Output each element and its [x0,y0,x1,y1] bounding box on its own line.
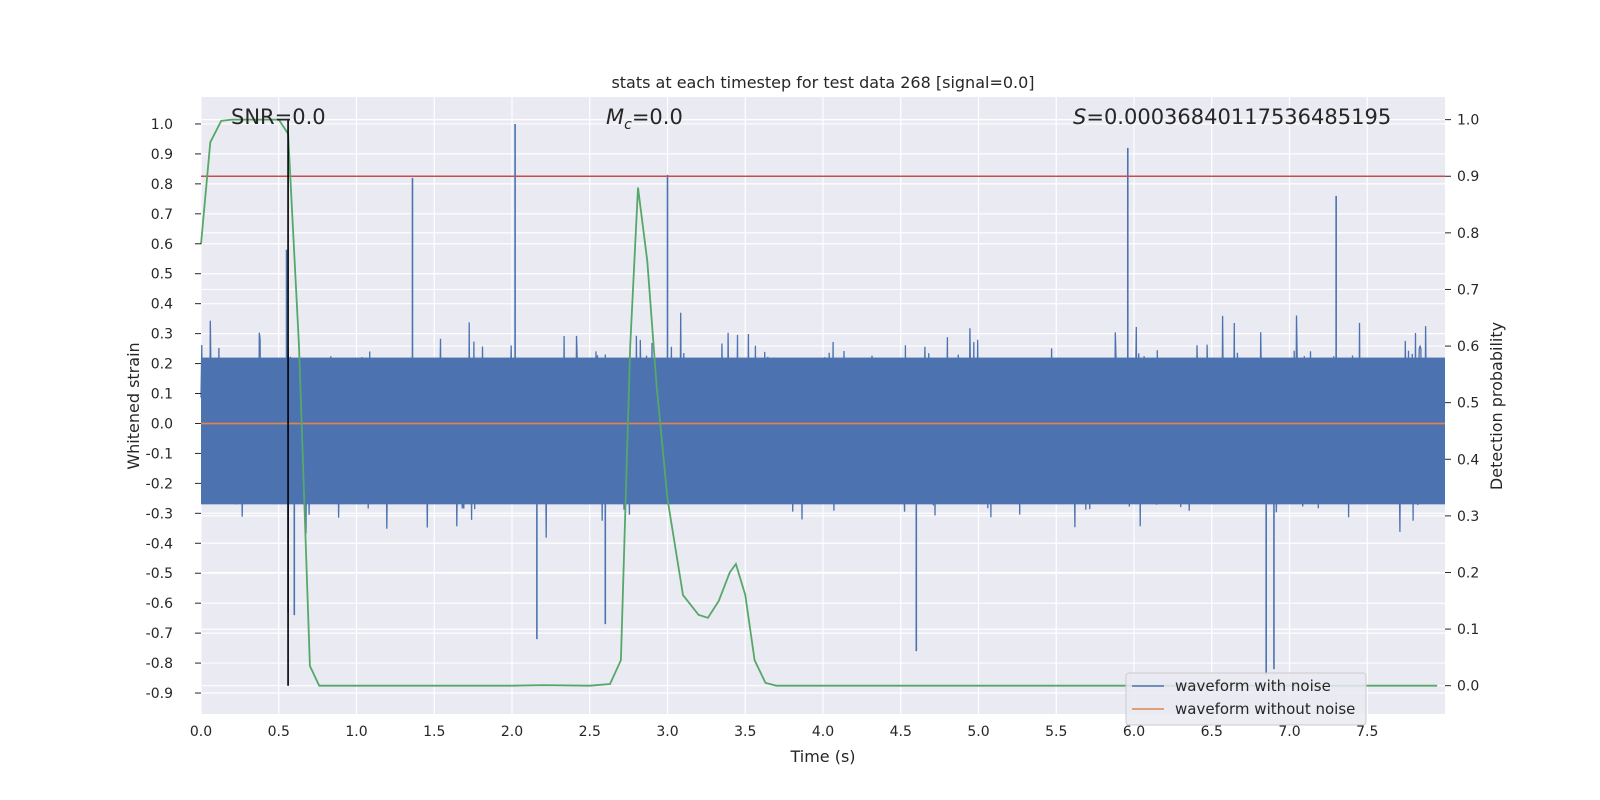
chirp-mass-symbol: M [606,105,624,129]
y-left-tick-label: -0.4 [146,536,173,552]
x-tick-label: 1.0 [345,724,367,740]
y-right-axis-label: Detection probability [1487,322,1506,490]
y-left-tick-label: -0.9 [146,686,173,702]
overlay-series [200,118,1445,687]
y-left-tick-labels: -0.9 -0.8 -0.7 -0.6 -0.5 -0.4 -0.3 -0.2 -0.1 0.0 0… [146,117,201,702]
snr-annotation: SNR=0.0 [231,105,326,129]
y-right-tick-labels: 0.0 0.1 0.2 0.3 0.4 0.5 0.6 0.7 0.8 0.9 1.0 [1445,113,1479,695]
x-tick-label: 6.0 [1123,724,1145,740]
chirp-mass-annotation: Mc=0.0 [606,105,683,133]
y-left-tick-label: -0.2 [146,476,173,492]
detection-probability-line [200,118,1438,687]
y-right-tick-label: 0.6 [1457,339,1479,355]
score-annotation: S=0.00036840117536485195 [1073,105,1391,129]
x-tick-label: 3.0 [656,724,678,740]
y-right-tick-label: 0.0 [1457,679,1479,695]
y-right-tick-label: 0.8 [1457,226,1479,242]
y-right-tick-label: 0.9 [1457,169,1479,185]
y-left-tick-label: 0.6 [151,237,173,253]
x-tick-label: 5.0 [967,724,989,740]
chart-title: stats at each timestep for test data 268… [611,73,1034,92]
x-tick-label: 5.5 [1045,724,1067,740]
y-left-tick-label: 0.9 [151,147,173,163]
x-tick-label: 1.5 [423,724,445,740]
y-left-tick-label: 1.0 [151,117,173,133]
y-left-tick-label: -0.5 [146,566,173,582]
y-right-tick-label: 1.0 [1457,113,1479,129]
y-right-tick-label: 0.7 [1457,282,1479,298]
chirp-mass-value: =0.0 [632,105,683,129]
y-left-tick-label: 0.2 [151,357,173,373]
y-left-tick-label: -0.3 [146,506,173,522]
y-left-tick-label: 0.3 [151,327,173,343]
y-right-tick-label: 0.1 [1457,622,1479,638]
y-left-tick-label: -0.1 [146,446,173,462]
y-right-tick-label: 0.2 [1457,565,1479,581]
y-right-tick-label: 0.5 [1457,396,1479,412]
x-tick-label: 7.0 [1278,724,1300,740]
legend-label-noise: waveform with noise [1175,677,1331,695]
noise-series-core [201,357,1445,505]
score-symbol: S [1073,105,1086,129]
x-tick-label: 4.5 [890,724,912,740]
x-axis-label: Time (s) [789,747,855,766]
x-tick-labels: 0.0 0.5 1.0 1.5 2.0 2.5 3.0 3.5 4.0 4.5 5.0 5.5 6.0 6… [190,724,1379,740]
y-right-tick-label: 0.3 [1457,509,1479,525]
y-left-tick-label: 0.0 [151,416,173,432]
x-tick-label: 0.5 [268,724,290,740]
x-tick-label: 2.5 [579,724,601,740]
score-value: =0.00036840117536485195 [1086,105,1391,129]
y-left-tick-label: 0.1 [151,387,173,403]
legend: waveform with noise waveform without noi… [1125,672,1367,726]
legend-label-clean: waveform without noise [1175,700,1355,718]
x-tick-label: 0.0 [190,724,212,740]
chirp-mass-subscript: c [624,117,632,133]
y-left-tick-label: -0.7 [146,626,173,642]
x-tick-label: 3.5 [734,724,756,740]
y-left-tick-label: 0.8 [151,177,173,193]
legend-box [1125,672,1367,726]
x-tick-label: 4.0 [812,724,834,740]
y-left-tick-label: -0.8 [146,656,173,672]
y-left-tick-label: 0.7 [151,207,173,223]
y-left-tick-label: -0.6 [146,596,173,612]
x-tick-label: 2.0 [501,724,523,740]
x-tick-label: 6.5 [1201,724,1223,740]
y-right-tick-label: 0.4 [1457,452,1479,468]
y-left-tick-label: 0.4 [151,297,173,313]
y-left-axis-label: Whitened strain [124,342,143,469]
x-tick-label: 7.5 [1356,724,1378,740]
y-left-tick-label: 0.5 [151,267,173,283]
